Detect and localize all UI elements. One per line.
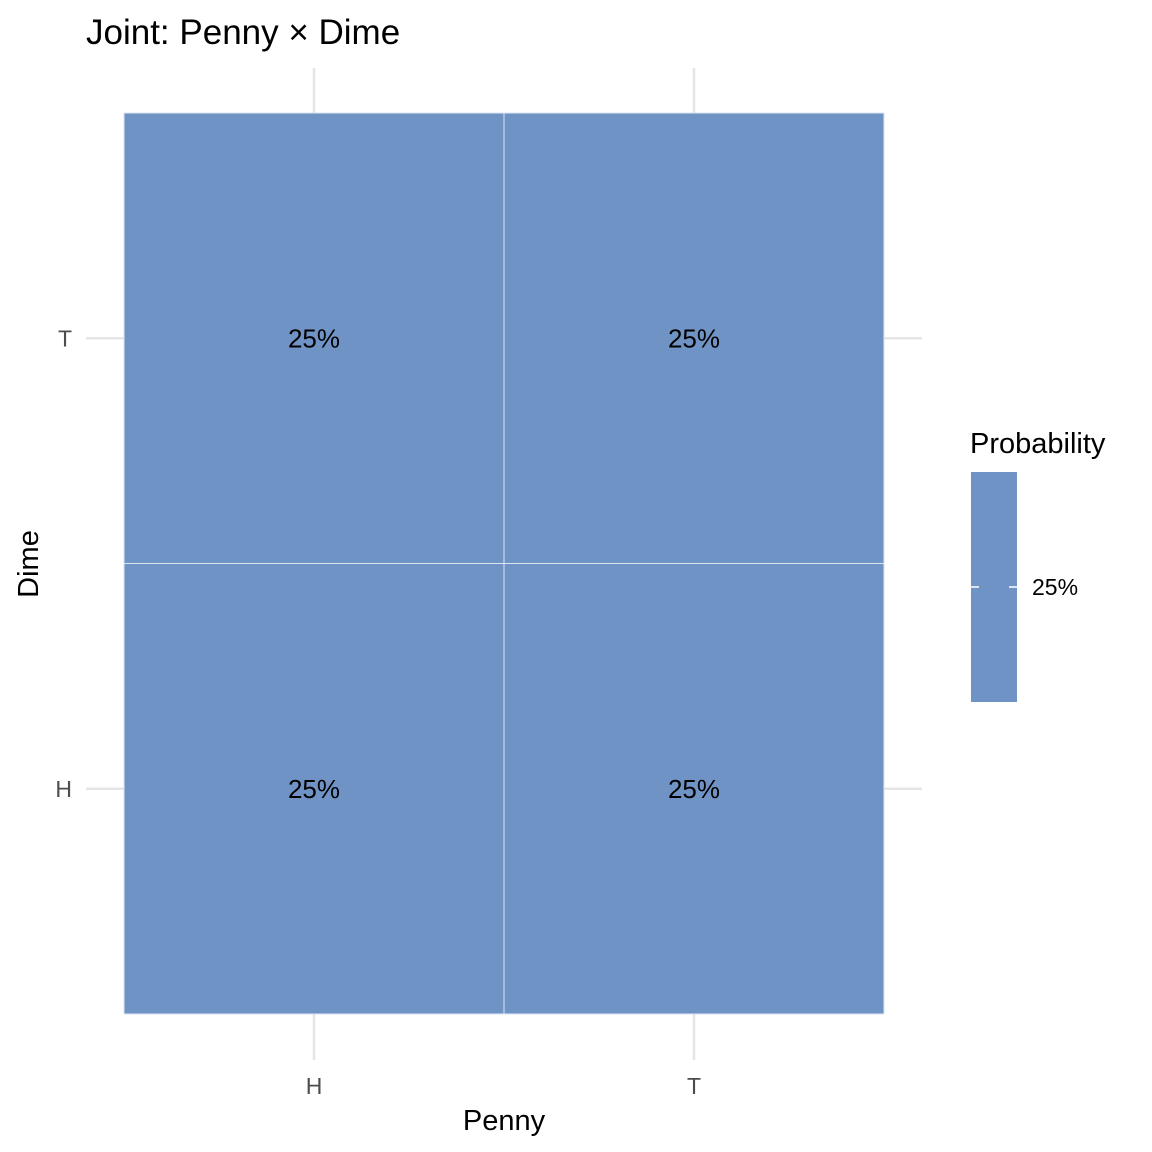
y-axis-ticks: HT — [55, 325, 72, 802]
heatmap-cells — [123, 112, 885, 1015]
cell-label-penny-h-dime-t: 25% — [288, 323, 340, 353]
cell-label-penny-h-dime-h: 25% — [288, 774, 340, 804]
heatmap-cell-penny-t-dime-h — [503, 563, 885, 1015]
heatmap-cell-penny-h-dime-h — [123, 563, 505, 1015]
heatmap-cell-penny-t-dime-t — [503, 112, 885, 564]
legend: Probability 25% — [970, 428, 1106, 702]
x-axis-title: Penny — [463, 1105, 546, 1137]
legend-breaks: 25% — [971, 574, 1078, 600]
y-tick-label-h: H — [55, 776, 72, 802]
y-tick-label-t: T — [58, 325, 72, 351]
x-tick-label-h: H — [306, 1073, 323, 1099]
cell-label-penny-t-dime-t: 25% — [668, 323, 720, 353]
chart-title: Joint: Penny × Dime — [86, 13, 400, 52]
cell-label-penny-t-dime-h: 25% — [668, 774, 720, 804]
legend-title: Probability — [970, 428, 1106, 460]
x-tick-label-t: T — [687, 1073, 701, 1099]
y-axis-title: Dime — [13, 530, 45, 598]
heatmap-cell-penny-h-dime-t — [123, 112, 505, 564]
legend-break-label: 25% — [1032, 574, 1078, 600]
cell-labels: 25% 25% 25% 25% — [288, 323, 720, 804]
